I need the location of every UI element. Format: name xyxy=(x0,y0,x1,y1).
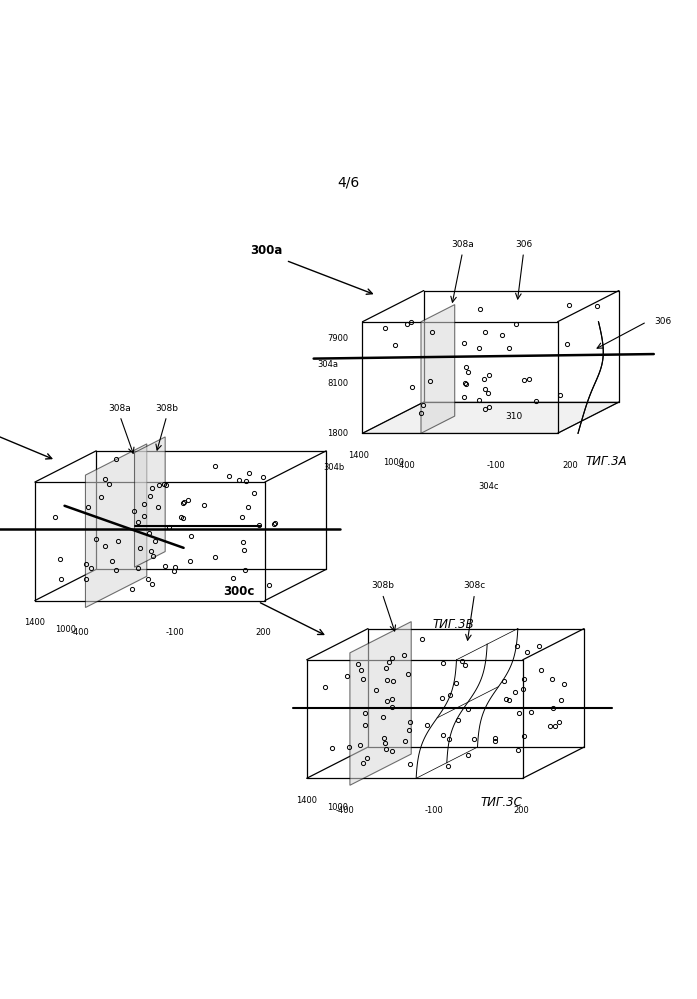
Text: 308a: 308a xyxy=(109,404,131,413)
Text: 1800: 1800 xyxy=(328,429,348,438)
Polygon shape xyxy=(350,621,411,785)
Text: 1000: 1000 xyxy=(55,625,76,634)
Text: 304a: 304a xyxy=(317,360,338,369)
Text: -100: -100 xyxy=(165,628,184,637)
Text: ΤИГ.3В: ΤИГ.3В xyxy=(432,618,474,631)
Text: 200: 200 xyxy=(256,628,272,637)
Text: 300a: 300a xyxy=(250,244,282,257)
Text: 1400: 1400 xyxy=(296,796,317,805)
Polygon shape xyxy=(362,402,619,434)
Text: 306: 306 xyxy=(654,318,671,327)
Text: -400: -400 xyxy=(71,628,90,637)
Polygon shape xyxy=(86,444,147,607)
Text: -400: -400 xyxy=(396,462,415,471)
Text: 300c: 300c xyxy=(223,585,254,598)
Text: -400: -400 xyxy=(336,806,355,815)
Text: -100: -100 xyxy=(425,806,444,815)
Polygon shape xyxy=(135,437,165,567)
Text: 308a: 308a xyxy=(451,240,474,249)
Text: 8100: 8100 xyxy=(328,379,348,388)
Text: 306: 306 xyxy=(515,240,533,249)
Text: 304c: 304c xyxy=(478,483,498,492)
Text: 310: 310 xyxy=(505,413,522,422)
Text: 4/6: 4/6 xyxy=(337,176,360,190)
Text: 308b: 308b xyxy=(155,404,178,413)
Text: -100: -100 xyxy=(487,462,505,471)
Text: 200: 200 xyxy=(562,462,579,471)
Text: ΤИГ.3С: ΤИГ.3С xyxy=(481,796,523,809)
Text: 308b: 308b xyxy=(371,581,394,590)
Text: 1400: 1400 xyxy=(348,451,369,460)
Polygon shape xyxy=(421,305,454,434)
Text: 308c: 308c xyxy=(464,581,486,590)
Text: 304b: 304b xyxy=(324,463,345,472)
Text: 200: 200 xyxy=(513,806,529,815)
Text: ΤИГ.3А: ΤИГ.3А xyxy=(585,455,627,468)
Text: 1400: 1400 xyxy=(24,618,45,627)
Text: 7900: 7900 xyxy=(328,334,348,343)
Text: 1000: 1000 xyxy=(327,802,348,812)
Text: 1000: 1000 xyxy=(383,458,404,467)
